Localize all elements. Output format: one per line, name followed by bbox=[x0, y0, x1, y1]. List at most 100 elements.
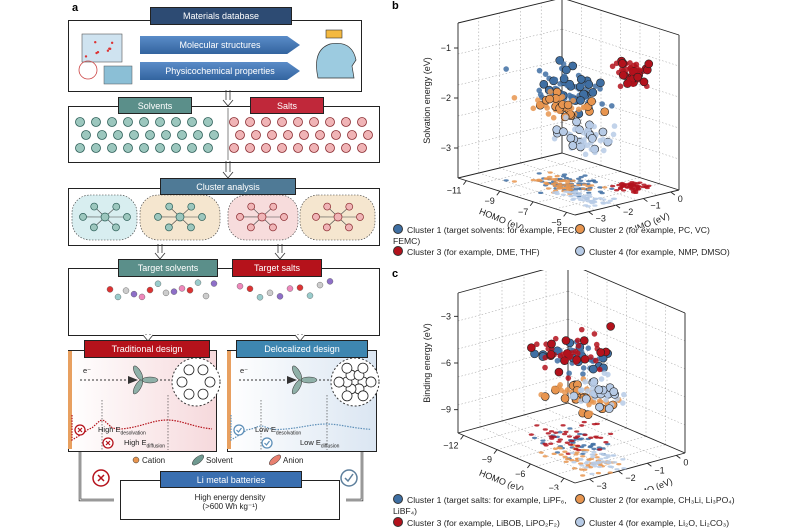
solvent-molecule bbox=[203, 143, 213, 153]
solvent-molecule bbox=[81, 130, 91, 140]
atom bbox=[130, 290, 138, 298]
salt-molecule bbox=[293, 143, 303, 153]
high-desolvation-label: High Edesolvation bbox=[98, 425, 146, 437]
floor-projection bbox=[586, 193, 593, 196]
floor-projection bbox=[575, 444, 581, 447]
data-point-cluster1 bbox=[539, 80, 549, 89]
floor-projection bbox=[621, 467, 627, 470]
floor-projection bbox=[587, 466, 594, 469]
cluster-node bbox=[236, 213, 244, 221]
floor-projection bbox=[552, 184, 559, 188]
y-tick-label: −2 bbox=[625, 473, 635, 483]
floor-projection bbox=[540, 439, 546, 442]
data-point-cluster3 bbox=[632, 67, 639, 73]
z-tick-label: −3 bbox=[441, 143, 451, 153]
salt-molecule bbox=[331, 130, 341, 140]
floor-projection bbox=[597, 190, 604, 193]
floor-projection bbox=[574, 430, 580, 433]
li-metal-batteries-box: High energy density (>600 Wh kg⁻¹) bbox=[120, 480, 340, 520]
atom bbox=[114, 293, 122, 301]
anion-cluster bbox=[204, 376, 216, 388]
floor-projection bbox=[563, 176, 569, 180]
floor-projection bbox=[586, 180, 592, 183]
floor-projection bbox=[635, 182, 641, 185]
data-point-cluster1 bbox=[609, 103, 615, 109]
atom-icon bbox=[78, 60, 98, 80]
monitor-icon bbox=[81, 33, 123, 63]
legend-text: Cluster 1 (target solvents: for example,… bbox=[393, 225, 577, 246]
data-point-cluster3 bbox=[542, 364, 548, 371]
cluster-node bbox=[269, 202, 278, 211]
solvent-molecule bbox=[75, 117, 85, 127]
floor-projection bbox=[563, 430, 569, 434]
salt-molecule bbox=[229, 143, 239, 153]
floor-projection bbox=[589, 463, 596, 466]
floor-projection bbox=[566, 435, 573, 438]
cluster-node bbox=[323, 223, 331, 232]
floor-projection bbox=[614, 468, 620, 471]
data-point-cluster2 bbox=[545, 94, 554, 104]
cluster-node bbox=[79, 213, 87, 221]
solvent-shell bbox=[141, 376, 159, 384]
legend-c-cluster3: Cluster 3 (for example, LiBOB, LiPO₂F₂) bbox=[393, 517, 583, 529]
solvent-molecule bbox=[187, 117, 197, 127]
data-point-cluster2 bbox=[600, 107, 610, 117]
cluster-node bbox=[100, 212, 110, 222]
grid-line bbox=[457, 121, 563, 148]
salt-molecule bbox=[341, 117, 351, 127]
data-point-cluster3 bbox=[557, 352, 564, 359]
atom bbox=[286, 285, 294, 292]
data-point-cluster2 bbox=[545, 111, 552, 117]
salt-molecule bbox=[293, 117, 303, 127]
floor-projection bbox=[583, 466, 589, 469]
floor-projection bbox=[560, 175, 567, 178]
legend-dot bbox=[575, 494, 585, 504]
floor-projection bbox=[619, 185, 625, 189]
grid-line bbox=[567, 346, 686, 398]
floor-projection bbox=[530, 178, 536, 182]
floor-projection bbox=[531, 436, 538, 440]
y-tick-label: −2 bbox=[623, 207, 633, 217]
x-tick-label: −12 bbox=[443, 440, 458, 450]
salt-molecule bbox=[325, 117, 335, 127]
floor-projection bbox=[503, 179, 509, 182]
data-point-cluster2 bbox=[551, 385, 557, 392]
grid-line bbox=[545, 408, 664, 460]
solvent-molecule bbox=[129, 130, 139, 140]
data-point-cluster1 bbox=[562, 65, 571, 75]
floor-projection bbox=[607, 199, 613, 202]
atom bbox=[316, 281, 324, 289]
floor-projection bbox=[538, 451, 544, 454]
floor-projection bbox=[528, 433, 534, 436]
atom bbox=[266, 289, 274, 297]
solvent-molecule bbox=[123, 117, 133, 127]
atom bbox=[146, 286, 154, 294]
floor-projection bbox=[549, 437, 555, 440]
solvents-tag: Solvents bbox=[118, 97, 192, 114]
target-salts-tag: Target salts bbox=[232, 259, 322, 277]
data-point-cluster3 bbox=[578, 326, 585, 333]
tick bbox=[496, 190, 501, 196]
grid-line bbox=[457, 90, 563, 117]
salt-molecule bbox=[357, 143, 367, 153]
floor-projection bbox=[573, 185, 580, 189]
tick bbox=[676, 455, 681, 459]
data-point-cluster3 bbox=[580, 354, 590, 364]
data-point-cluster3 bbox=[639, 77, 649, 87]
floor-projection bbox=[596, 446, 602, 449]
grid-line bbox=[478, 172, 596, 211]
data-point-cluster4 bbox=[607, 138, 614, 145]
solvent-molecule bbox=[155, 117, 165, 127]
salt-molecule bbox=[341, 143, 351, 153]
data-point-cluster3 bbox=[593, 341, 600, 348]
atom bbox=[306, 292, 314, 299]
legend-text: Cluster 2 (for example, CH₃Li, Li₃PO₄) bbox=[589, 495, 735, 505]
success-arrow-inner bbox=[346, 452, 363, 501]
data-point-cluster2 bbox=[580, 104, 587, 111]
solvent-molecule bbox=[177, 130, 187, 140]
floor-projection bbox=[591, 447, 597, 451]
floor-projection bbox=[578, 175, 584, 179]
floor-projection bbox=[581, 420, 587, 424]
floor-projection bbox=[545, 187, 552, 190]
salt-molecule bbox=[363, 130, 373, 140]
